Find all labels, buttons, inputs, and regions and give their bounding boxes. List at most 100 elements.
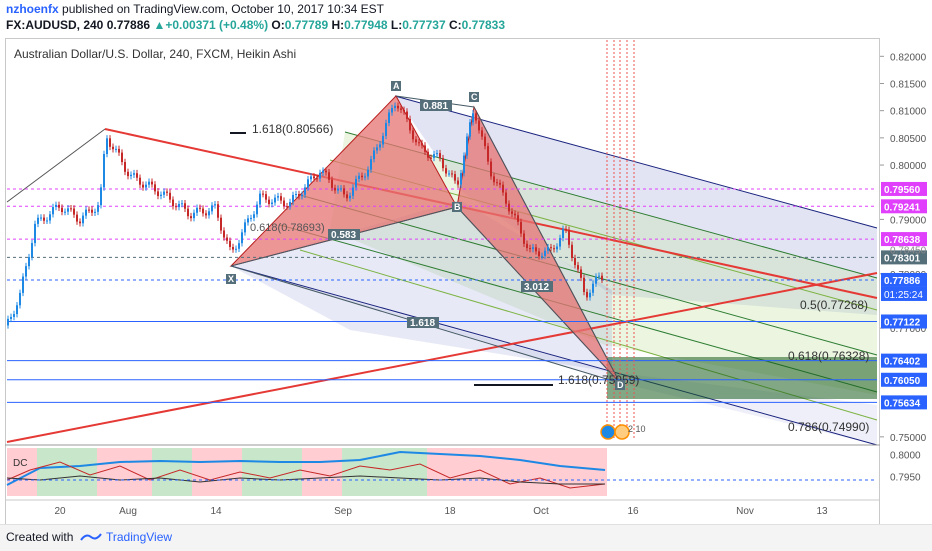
candle-body (193, 212, 195, 219)
candle-body (553, 248, 555, 250)
annotation: 0.786(0.74990) (788, 420, 869, 434)
candle-body (46, 220, 48, 222)
candle-body (7, 318, 9, 326)
created-with-text: Created with (6, 530, 74, 544)
candle-body (343, 188, 345, 195)
price-axis[interactable]: 0.82000 0.81500 0.81000 0.80500 0.80000 0.790… (880, 52, 927, 483)
event-count-label: 2 10 (628, 424, 646, 434)
x-tick-label: 18 (444, 506, 456, 517)
candle-body (253, 214, 255, 218)
candle-body (217, 204, 219, 218)
candle-body (271, 202, 273, 205)
candle-body (121, 152, 123, 163)
candle-body (601, 275, 603, 280)
red-uptrend-line (6, 272, 878, 443)
y-tick-label: 0.79000 (890, 215, 927, 226)
candle-body (352, 187, 354, 196)
price-tags: 0.79560 0.79241 0.78638 0.78301 0.77886 0.771… (881, 181, 927, 410)
candle-body (415, 139, 417, 143)
x-tick-label: Aug (119, 506, 137, 517)
candle-body (361, 175, 363, 178)
candle-body (376, 147, 378, 151)
price-tag-label: 0.78638 (884, 235, 921, 246)
tradingview-brand[interactable]: TradingView (106, 530, 173, 544)
candle-body (469, 122, 471, 137)
candle-body (541, 255, 543, 257)
candle-body (295, 194, 297, 196)
candle-body (151, 181, 153, 185)
candle-body (364, 176, 366, 178)
candle-body (583, 277, 585, 292)
y-tick-label: 0.81500 (890, 79, 927, 90)
point-d-bg (615, 380, 625, 390)
candle-body (247, 218, 249, 223)
indicator-red-line (6, 461, 606, 489)
indicator-tick-label: 0.8000 (890, 451, 921, 462)
low-value: 0.77737 (402, 18, 446, 32)
candle-body (382, 135, 384, 145)
price-tag (881, 272, 927, 287)
symbol: FX:AUDUSD, 240 (6, 18, 104, 32)
publish-line: nzhoenfx published on TradingView.com, O… (6, 2, 384, 16)
candle-body (136, 173, 138, 178)
candle-body (181, 203, 183, 205)
price-tag (881, 250, 927, 265)
channel-lower-line (230, 265, 878, 446)
open-label: O: (271, 18, 285, 32)
event-badge[interactable]: 2 10 (600, 424, 646, 440)
candle-body (97, 205, 99, 212)
candle-body (277, 196, 279, 198)
partial-price-label: 0.78450 (890, 245, 927, 256)
candle-body (100, 187, 102, 206)
candle-body (328, 172, 330, 180)
candle-body (577, 265, 579, 270)
ratio-label-bg (407, 317, 439, 328)
candle-body (499, 182, 501, 185)
candle-body (490, 161, 492, 177)
point-x: X (228, 274, 234, 284)
candle-body (37, 217, 39, 224)
candle-body (445, 168, 447, 174)
candle-body (289, 201, 291, 207)
candle-body (322, 170, 324, 173)
price-tag-label: 0.77886 (884, 276, 921, 287)
candle-body (184, 203, 186, 209)
price-tag-label: 0.79560 (884, 185, 921, 196)
candle-body (73, 208, 75, 215)
countdown-label: 01:25:24 (884, 290, 923, 301)
candle-body (340, 188, 342, 190)
author-name[interactable]: nzhoenfx (6, 2, 59, 16)
countdown-tag (881, 286, 927, 301)
indicator-bg-red (97, 448, 152, 496)
candle-body (346, 194, 348, 199)
indicator-label: DC (13, 458, 27, 469)
candle-body (403, 109, 405, 112)
candle-body (334, 187, 336, 191)
annotation: 1.618(0.80566) (252, 122, 333, 136)
candle-body (400, 108, 402, 110)
candle-body (178, 203, 180, 208)
candle-body (475, 113, 477, 121)
x-tick-label: 20 (54, 506, 66, 517)
candle-body (436, 153, 438, 155)
candle-body (424, 145, 426, 152)
candle-body (238, 243, 240, 249)
candle-body (484, 136, 486, 147)
flag-icon (614, 424, 630, 440)
indicator-pane: DC (5, 444, 880, 496)
candle-body (259, 193, 261, 205)
annotation: 0.5(0.77268) (800, 298, 868, 312)
candle-body (523, 233, 525, 244)
candle-body (538, 251, 540, 257)
candle-body (139, 177, 141, 185)
candle-body (370, 159, 372, 170)
ratio-label: 1.618 (410, 318, 435, 329)
candle-body (502, 184, 504, 193)
candle-body (55, 204, 57, 207)
price-tag-label: 0.76402 (884, 357, 921, 368)
tradingview-logo-icon (80, 533, 102, 541)
candle-body (145, 184, 147, 188)
candle-body (520, 221, 522, 234)
time-axis[interactable]: 20 Aug 14 Sep 18 Oct 16 Nov 13 (5, 499, 880, 517)
